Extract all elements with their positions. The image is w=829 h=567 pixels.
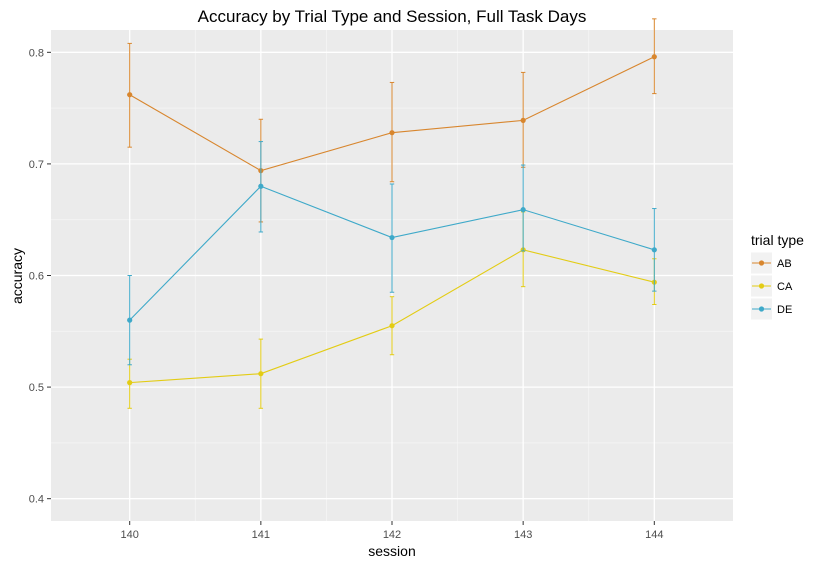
x-tick-label: 144: [645, 529, 663, 541]
chart-title: Accuracy by Trial Type and Session, Full…: [198, 7, 587, 26]
legend-key-point: [758, 306, 765, 312]
series-de: [127, 141, 657, 366]
x-axis-label: session: [368, 543, 415, 559]
x-tick-label: 140: [121, 529, 139, 541]
data-point: [651, 54, 657, 60]
data-point: [127, 317, 133, 323]
legend-label: AB: [777, 258, 792, 270]
legend-key-point: [758, 260, 765, 266]
data-point: [389, 130, 395, 136]
data-point: [389, 323, 395, 329]
legend-title: trial type: [751, 232, 804, 248]
data-point: [258, 183, 264, 189]
legend-key-point: [758, 283, 765, 289]
legend: trial type AB CA DE: [751, 232, 804, 320]
legend-item-ca: CA: [751, 275, 793, 297]
data-point: [127, 92, 133, 98]
x-tick-label: 143: [514, 529, 532, 541]
data-point: [520, 207, 526, 213]
x-tick-label: 142: [383, 529, 401, 541]
x-axis: 140 141 142 143 144: [121, 521, 663, 541]
y-axis: 0.4 0.5 0.6 0.7 0.8: [29, 47, 51, 506]
series-layer: [127, 18, 657, 409]
y-tick-label: 0.8: [29, 47, 44, 59]
legend-item-de: DE: [751, 298, 792, 320]
legend-label: DE: [777, 304, 792, 316]
data-point: [127, 380, 133, 386]
data-point: [651, 247, 657, 253]
x-tick-label: 141: [252, 529, 270, 541]
y-tick-label: 0.6: [29, 271, 44, 283]
data-point: [258, 371, 264, 377]
y-tick-label: 0.4: [29, 494, 44, 506]
legend-label: CA: [777, 281, 793, 293]
legend-item-ab: AB: [751, 252, 792, 274]
y-axis-label: accuracy: [9, 248, 25, 304]
y-tick-label: 0.5: [29, 382, 44, 394]
data-point: [389, 234, 395, 241]
data-point: [520, 117, 526, 123]
y-tick-label: 0.7: [29, 159, 44, 171]
